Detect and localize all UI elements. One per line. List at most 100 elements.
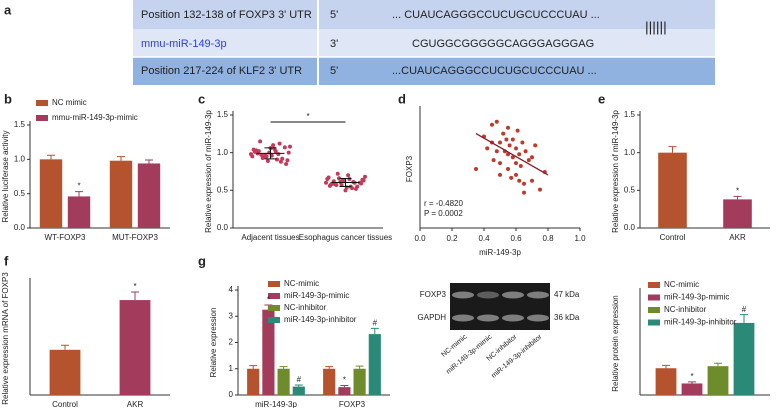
x-tick-label: 0.8 xyxy=(542,234,554,243)
protein-label: FOXP3 xyxy=(420,290,447,299)
error-bar xyxy=(733,195,742,200)
error-bar xyxy=(740,314,748,323)
error-bar xyxy=(145,159,153,164)
panel-label: g xyxy=(198,253,206,268)
point xyxy=(327,183,332,188)
error-bar xyxy=(714,362,722,367)
point xyxy=(251,147,256,152)
x-tick-label: AKR xyxy=(729,233,746,242)
point xyxy=(523,149,528,154)
point xyxy=(504,137,509,142)
x-tick-label: AKR xyxy=(127,400,144,408)
point xyxy=(271,143,276,148)
point xyxy=(282,145,287,150)
legend-label: miR-149-3p-mimic xyxy=(664,293,729,302)
row-bg xyxy=(133,29,715,57)
panel-label: b xyxy=(4,91,12,106)
x-tick-label: 0.0 xyxy=(414,234,426,243)
lane-label: miR-149-3p-inhibitor xyxy=(490,333,544,380)
error-bar xyxy=(61,344,69,350)
point xyxy=(514,172,518,177)
point xyxy=(324,180,328,185)
bar xyxy=(368,334,381,395)
error-bar xyxy=(75,191,83,197)
size-label: 47 kDa xyxy=(554,290,580,299)
legend-swatch xyxy=(648,307,660,313)
protein-label: GAPDH xyxy=(418,313,447,322)
blot-band xyxy=(502,314,524,322)
point xyxy=(533,143,538,148)
legend-swatch xyxy=(648,319,660,326)
y-axis-label: Relative expression mRNA of FOXP3 xyxy=(1,272,10,405)
blot-band xyxy=(452,314,474,322)
error-bar xyxy=(370,327,379,335)
legend-swatch xyxy=(268,305,280,311)
significance-mark: * xyxy=(343,376,346,385)
legend-label: NC-inhibitor xyxy=(664,305,707,314)
point xyxy=(517,178,522,183)
point xyxy=(490,122,494,127)
y-tick-label: 1.5 xyxy=(217,110,229,119)
legend-label: miR-149-3p-mimic xyxy=(284,291,349,300)
lane-label: miR-149-3p-mimic xyxy=(445,333,494,375)
bar xyxy=(707,366,729,395)
bar xyxy=(49,349,81,395)
bar xyxy=(137,163,161,228)
y-tick-label: 0.5 xyxy=(14,189,26,198)
error-bar xyxy=(279,366,288,369)
point xyxy=(474,167,478,171)
point xyxy=(518,164,523,169)
significance-mark: * xyxy=(736,186,739,195)
y-axis-label: Relative expression xyxy=(209,308,218,378)
point xyxy=(265,158,270,163)
point xyxy=(250,154,255,159)
trend-line xyxy=(475,133,549,176)
x-tick-label: MUT-FOXP3 xyxy=(112,233,158,242)
significance-mark: * xyxy=(133,282,136,291)
point xyxy=(507,143,512,148)
error-bar xyxy=(249,365,258,369)
pairing: |||||| xyxy=(645,19,667,35)
bar xyxy=(323,368,336,395)
point xyxy=(526,158,531,163)
bar xyxy=(119,300,151,395)
point xyxy=(278,159,283,164)
blot-band xyxy=(502,291,524,299)
x-tick-label: FOXP3 xyxy=(339,400,366,408)
y-tick-label: 0.0 xyxy=(624,223,636,232)
bar xyxy=(338,387,351,395)
point xyxy=(522,190,526,195)
point xyxy=(277,141,282,146)
blot-band xyxy=(452,291,474,299)
sequence: ...CUAUCAGGGCCUCUGCUCCCUAU ... xyxy=(392,65,597,77)
y-axis-label: Relative protein expression xyxy=(611,295,620,392)
significance-mark: # xyxy=(373,318,378,327)
x-tick-label: miR-149-3p xyxy=(255,400,297,408)
strand: 5' xyxy=(330,65,338,77)
point xyxy=(259,152,264,157)
x-tick-label: Control xyxy=(52,400,78,408)
bar xyxy=(262,309,275,395)
legend-label: NC-mimic xyxy=(664,280,699,289)
legend-swatch xyxy=(268,281,280,287)
bar xyxy=(277,368,290,395)
point xyxy=(347,177,352,182)
sequence: ... CUAUCAGGGCCUCUGCUCCCUAU ... xyxy=(392,9,600,21)
point xyxy=(353,186,358,191)
point xyxy=(510,137,515,142)
point xyxy=(285,158,290,163)
stat-label: P = 0.0002 xyxy=(424,209,463,218)
blot-band xyxy=(527,314,549,322)
bar xyxy=(353,368,366,395)
point xyxy=(340,178,345,183)
y-tick-label: 1.5 xyxy=(624,110,636,119)
error-bar xyxy=(355,365,364,369)
panel-label: c xyxy=(198,91,205,106)
x-tick-label: 0.6 xyxy=(510,234,522,243)
error-bar xyxy=(325,366,334,369)
y-tick-label: 0.5 xyxy=(624,185,636,194)
y-tick-label: 1 xyxy=(229,364,234,373)
site-name: Position 132-138 of FOXP3 3' UTR xyxy=(141,9,312,21)
y-tick-label: 0 xyxy=(229,390,234,399)
point xyxy=(286,150,291,155)
